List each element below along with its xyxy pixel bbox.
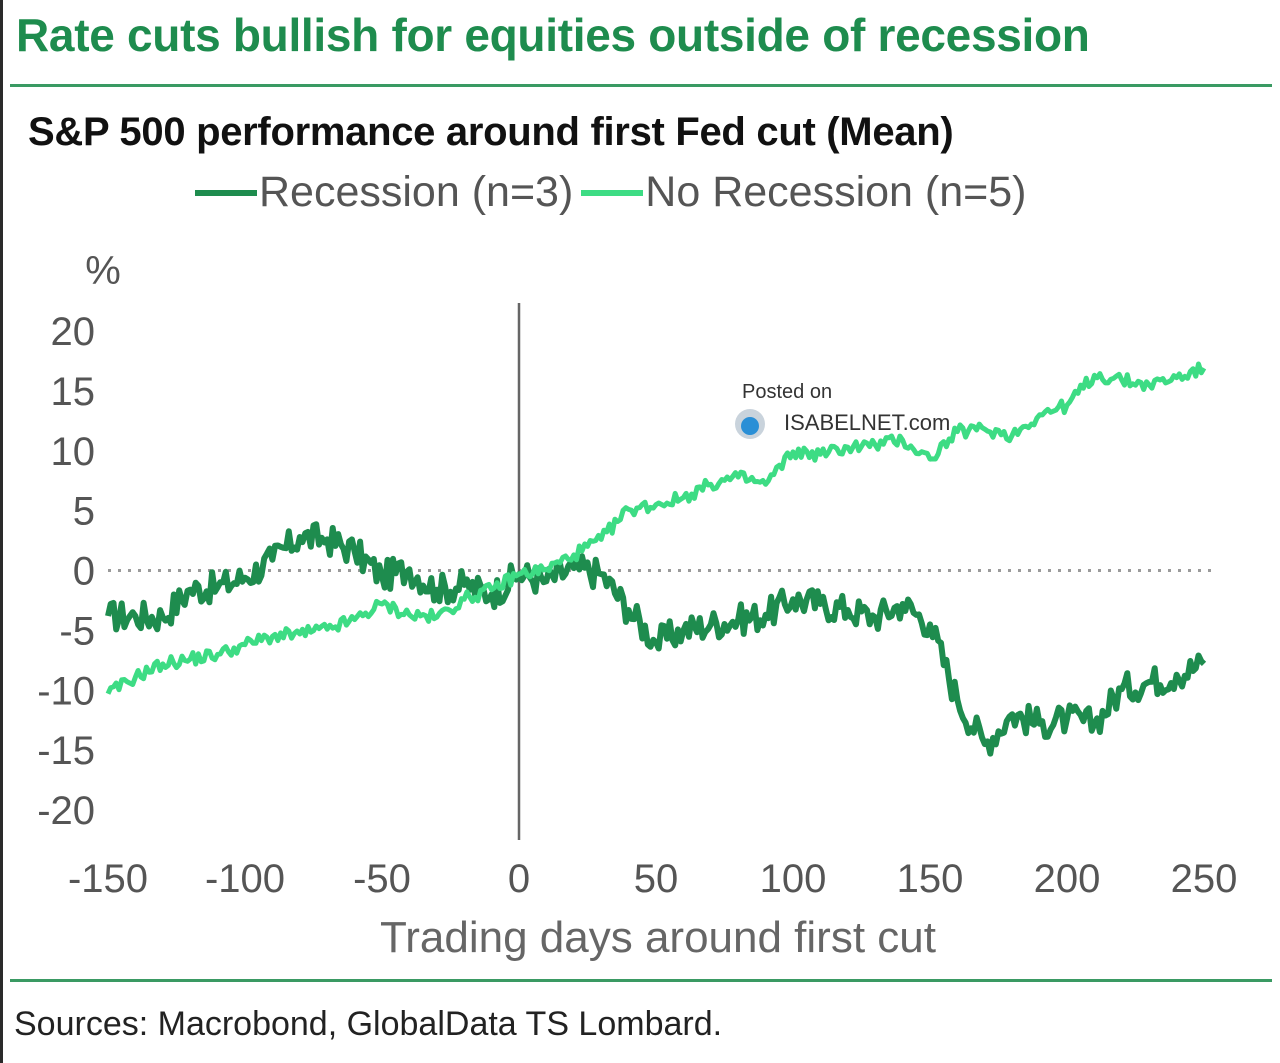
y-tick-label: 5 xyxy=(73,490,95,534)
legend-item-recession: Recession (n=3) xyxy=(195,168,573,217)
legend-label-recession: Recession (n=3) xyxy=(259,168,574,216)
y-tick-label: -5 xyxy=(59,609,95,653)
source-note: Sources: Macrobond, GlobalData TS Lombar… xyxy=(14,1005,723,1043)
x-tick-label: -100 xyxy=(205,857,285,901)
header-divider xyxy=(10,84,1272,87)
footer-divider xyxy=(10,979,1272,982)
y-tick-label: -15 xyxy=(37,729,95,773)
chart-title: S&P 500 performance around first Fed cut… xyxy=(28,110,954,154)
y-tick-label: 0 xyxy=(73,550,95,594)
legend-label-no-recession: No Recession (n=5) xyxy=(645,168,1027,216)
watermark-site: ISABELNET.com xyxy=(784,410,950,435)
watermark-logo-bird xyxy=(741,417,759,435)
frame-border xyxy=(0,0,3,1063)
y-axis: 20 15 10 5 0 -5 -10 -15 -20 xyxy=(37,310,95,833)
x-tick-label: -150 xyxy=(68,857,148,901)
x-tick-label: 200 xyxy=(1034,857,1101,901)
y-axis-unit-label: % xyxy=(85,249,121,293)
x-tick-label: 50 xyxy=(634,857,679,901)
x-tick-label: -50 xyxy=(353,857,411,901)
x-axis-title: Trading days around first cut xyxy=(380,913,936,962)
y-tick-label: 20 xyxy=(51,310,96,354)
chart-headline: Rate cuts bullish for equities outside o… xyxy=(16,9,1090,61)
x-tick-label: 150 xyxy=(897,857,964,901)
watermark: Posted on ISABELNET.com xyxy=(735,381,950,439)
series-line-no-recession xyxy=(105,361,1207,695)
legend-swatch-no-recession xyxy=(581,189,644,196)
x-tick-label: 0 xyxy=(508,857,530,901)
legend-item-no-recession: No Recession (n=5) xyxy=(581,168,1027,217)
x-axis: -150 -100 -50 0 50 100 150 200 250 xyxy=(68,857,1237,901)
y-tick-label: 15 xyxy=(51,370,96,414)
series-group xyxy=(105,361,1207,757)
y-tick-label: -20 xyxy=(37,789,95,833)
watermark-posted-on: Posted on xyxy=(742,381,832,403)
y-tick-label: 10 xyxy=(51,430,96,474)
legend: Recession (n=3) No Recession (n=5) xyxy=(195,168,1035,217)
x-tick-label: 100 xyxy=(760,857,827,901)
x-tick-label: 250 xyxy=(1171,857,1238,901)
y-tick-label: -10 xyxy=(37,669,95,713)
series-line-recession xyxy=(105,521,1207,757)
legend-swatch-recession xyxy=(195,189,257,196)
